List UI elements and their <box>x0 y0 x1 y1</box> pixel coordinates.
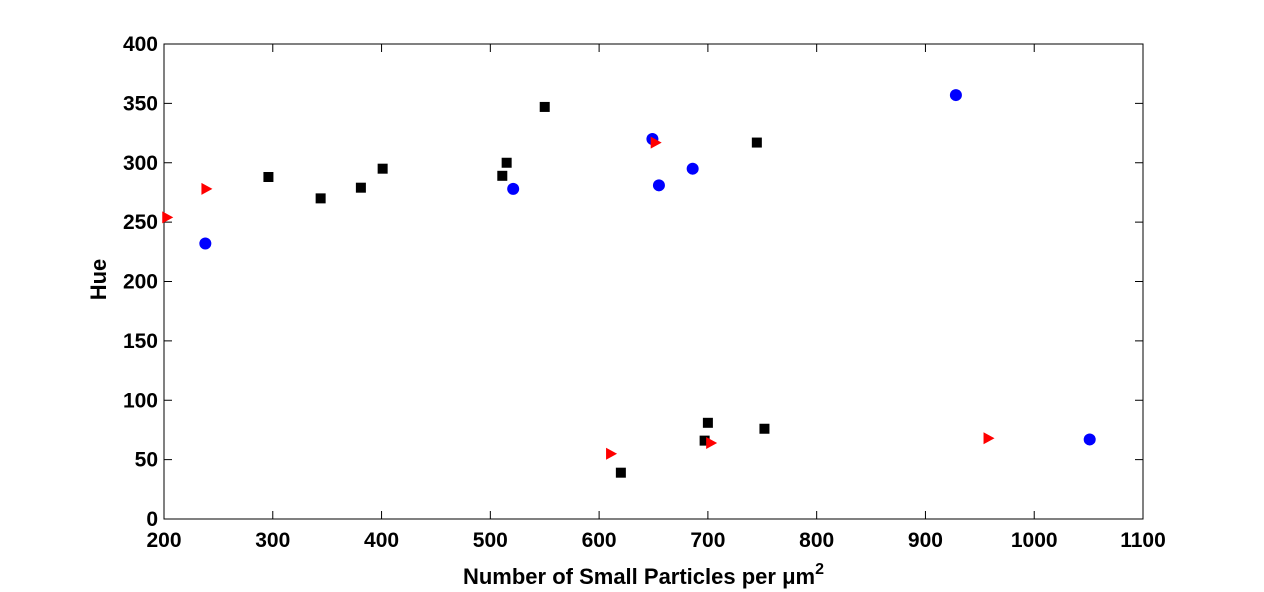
plot-area <box>163 43 1144 520</box>
y-tick-label: 0 <box>146 508 158 531</box>
data-point-circle <box>199 237 212 250</box>
y-tick-label: 350 <box>123 92 158 115</box>
data-markers <box>162 89 1096 478</box>
x-axis-ticks: 200 300 400 500 600 700 800 900 1000 1100 <box>146 44 1166 552</box>
y-tick-label: 200 <box>123 271 158 294</box>
y-tick-label: 300 <box>123 152 158 175</box>
x-tick-label: 600 <box>582 529 617 552</box>
y-tick-label: 100 <box>123 389 158 412</box>
y-axis-title: Hue <box>86 259 111 301</box>
data-point-triangle <box>983 432 995 445</box>
data-point-square <box>355 182 366 193</box>
x-tick-label: 500 <box>473 529 508 552</box>
data-point-triangle <box>706 437 718 449</box>
x-tick-label: 900 <box>908 529 943 552</box>
data-point-triangle <box>162 211 174 224</box>
data-point-square <box>539 101 550 112</box>
y-tick-label: 400 <box>123 33 158 56</box>
data-point-circle <box>686 162 699 175</box>
x-axis-title-superscript: 2 <box>815 561 824 578</box>
x-tick-label: 1000 <box>1011 529 1058 552</box>
x-tick-label: 300 <box>255 529 290 552</box>
axes-box <box>163 43 1144 520</box>
data-point-circle <box>949 89 962 102</box>
x-tick-label: 700 <box>690 529 725 552</box>
x-axis-title-text: Number of Small Particles per μm <box>463 564 815 589</box>
data-point-triangle <box>606 447 618 460</box>
x-tick-label: 800 <box>799 529 834 552</box>
y-tick-label: 250 <box>123 211 158 234</box>
data-point-triangle <box>650 136 662 149</box>
data-point-square <box>702 417 713 428</box>
data-point-square <box>759 423 770 434</box>
data-point-circle <box>652 179 665 192</box>
data-point-square <box>699 435 710 446</box>
data-point-triangle <box>201 182 213 195</box>
x-axis-title: Number of Small Particles per μm2 <box>463 561 824 589</box>
data-point-square <box>501 157 512 168</box>
data-point-square <box>615 467 626 478</box>
data-point-square <box>263 172 274 182</box>
x-tick-label: 1100 <box>1120 529 1166 552</box>
y-axis-ticks: 0 50 100 150 200 250 300 350 400 <box>123 33 1143 531</box>
y-tick-label: 150 <box>123 330 158 353</box>
data-point-circle <box>1083 433 1096 446</box>
data-point-square <box>377 163 388 174</box>
data-point-square <box>497 170 508 181</box>
x-tick-label: 200 <box>146 529 181 552</box>
data-point-square <box>751 137 762 148</box>
data-point-square <box>315 193 326 204</box>
x-tick-label: 400 <box>364 529 399 552</box>
data-point-circle <box>507 182 520 195</box>
y-tick-label: 50 <box>135 449 158 472</box>
